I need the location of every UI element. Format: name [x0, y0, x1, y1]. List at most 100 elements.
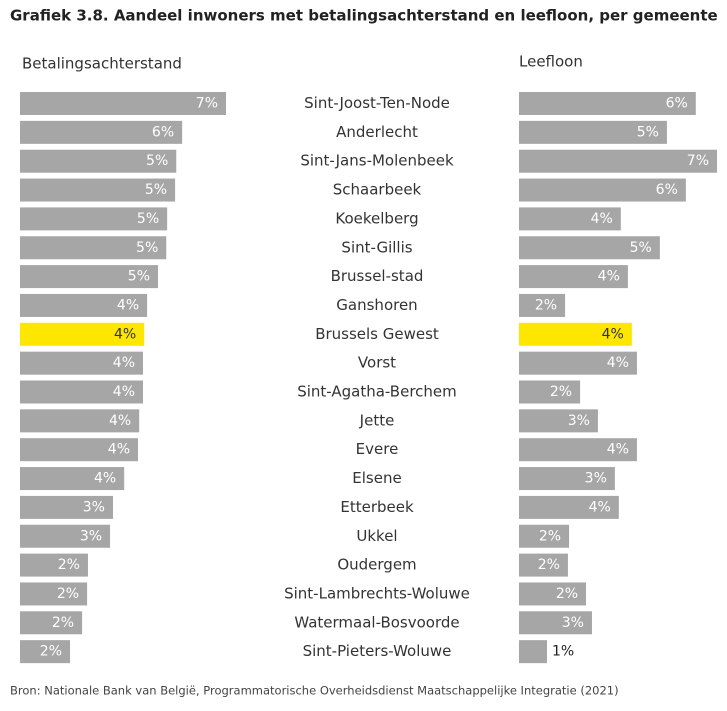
category-label: Brussels Gewest: [315, 325, 439, 343]
value-label: 2%: [52, 615, 74, 631]
category-label: Sint-Joost-Ten-Node: [304, 94, 450, 112]
bar: [20, 640, 71, 664]
bar: [519, 265, 628, 289]
value-label: 4%: [598, 269, 620, 285]
value-label: 2%: [556, 586, 578, 602]
bar: [519, 236, 660, 260]
category-label: Sint-Jans-Molenbeek: [300, 152, 454, 170]
bar: [20, 553, 88, 577]
bar: [20, 380, 144, 404]
bar: [20, 322, 145, 346]
value-label: 5%: [137, 211, 159, 227]
category-label: Schaarbeek: [333, 181, 422, 199]
bar: [519, 293, 566, 317]
panel-title: Leefloon: [519, 53, 583, 71]
bar: [20, 467, 125, 491]
value-label: 4%: [113, 355, 135, 371]
category-label: Ukkel: [356, 527, 397, 545]
value-label: 4%: [113, 384, 135, 400]
value-label: 5%: [630, 240, 652, 256]
category-label: Sint-Agatha-Berchem: [297, 383, 457, 401]
bar: [20, 495, 113, 519]
value-label: 4%: [109, 413, 131, 429]
bar: [20, 207, 168, 231]
category-label: Jette: [359, 411, 395, 429]
category-label: Sint-Lambrechts-Woluwe: [284, 584, 470, 602]
category-label: Anderlecht: [336, 123, 418, 141]
value-label: 7%: [687, 153, 709, 169]
value-label: 6%: [666, 96, 688, 112]
bar: [519, 178, 686, 202]
bar: [20, 293, 148, 317]
bar: [20, 582, 88, 606]
value-label: 6%: [656, 182, 678, 198]
bar: [519, 120, 667, 144]
bar: [20, 236, 167, 260]
bar: [519, 207, 621, 231]
value-label: 4%: [607, 355, 629, 371]
value-label: 4%: [602, 326, 624, 342]
bar: [519, 640, 548, 664]
value-label: 2%: [40, 644, 62, 660]
value-label: 4%: [117, 297, 139, 313]
bar: [20, 409, 140, 433]
chart-title: Grafiek 3.8. Aandeel inwoners met betali…: [10, 7, 718, 25]
category-label: Sint-Gillis: [341, 238, 412, 256]
value-label: 4%: [108, 442, 130, 458]
value-label: 3%: [585, 471, 607, 487]
bar: [519, 524, 570, 548]
value-label: 5%: [637, 124, 659, 140]
category-label: Koekelberg: [335, 209, 418, 227]
value-label: 2%: [550, 384, 572, 400]
bar: [519, 380, 581, 404]
value-label: 3%: [568, 413, 590, 429]
bar: [519, 467, 615, 491]
bar: [519, 582, 587, 606]
bar: [20, 178, 176, 202]
bar: [519, 438, 637, 462]
value-label: 4%: [94, 471, 116, 487]
value-label: 4%: [114, 326, 136, 342]
value-label: 2%: [538, 557, 560, 573]
bar: [20, 149, 177, 173]
bar: [519, 553, 568, 577]
category-label: Evere: [356, 440, 399, 458]
value-label: 2%: [539, 528, 561, 544]
bar: [20, 120, 183, 144]
bar: [519, 409, 598, 433]
category-label: Oudergem: [337, 556, 416, 574]
category-label: Vorst: [358, 354, 396, 372]
bar: [20, 265, 159, 289]
category-label: Elsene: [352, 469, 401, 487]
value-label: 3%: [80, 528, 102, 544]
value-label: 2%: [57, 586, 79, 602]
value-label: 5%: [146, 153, 168, 169]
category-label: Etterbeek: [340, 498, 414, 516]
source-note: Bron: Nationale Bank van België, Program…: [10, 684, 619, 698]
value-label: 5%: [136, 240, 158, 256]
category-label: Watermaal-Bosvoorde: [294, 613, 459, 631]
category-label: Brussel-stad: [331, 267, 424, 285]
value-label: 2%: [535, 297, 557, 313]
value-label: 5%: [128, 269, 150, 285]
value-label: 4%: [591, 211, 613, 227]
bar: [20, 92, 226, 115]
value-label: 4%: [589, 499, 611, 515]
category-label: Ganshoren: [336, 296, 417, 314]
bar: [20, 438, 139, 462]
value-label: 2%: [58, 557, 80, 573]
value-label: 3%: [83, 499, 105, 515]
value-label: 5%: [145, 182, 167, 198]
bar: [519, 495, 619, 519]
value-label: 1%: [552, 644, 574, 660]
bar: [519, 322, 632, 346]
bar: [20, 611, 83, 635]
bar: [20, 351, 144, 375]
bar: [519, 611, 592, 635]
value-label: 3%: [562, 615, 584, 631]
category-label: Sint-Pieters-Woluwe: [303, 642, 452, 660]
bar: [519, 149, 717, 173]
bar: [519, 92, 696, 115]
value-label: 7%: [196, 96, 218, 112]
